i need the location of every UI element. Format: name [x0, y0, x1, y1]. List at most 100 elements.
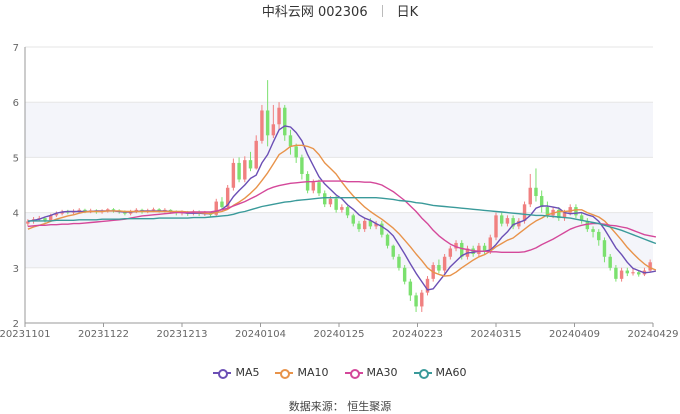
y-tick-label: 4	[13, 209, 19, 220]
candle-body	[111, 209, 116, 211]
candle-body	[408, 281, 413, 296]
candle	[494, 212, 498, 241]
candle-body	[528, 187, 532, 205]
candle-body	[385, 234, 390, 246]
moving-average-lines	[27, 125, 657, 291]
candle-body	[494, 215, 498, 238]
x-tick-label: 20231101	[0, 329, 50, 340]
candle-body	[460, 242, 464, 257]
candle-body	[334, 198, 338, 210]
candle	[631, 268, 635, 276]
candle-body	[243, 160, 247, 180]
candle-body	[374, 223, 378, 227]
candle	[539, 190, 544, 213]
legend: MA5 MA10 MA30 MA60	[0, 366, 680, 379]
candle-body	[220, 201, 224, 208]
candle	[511, 215, 515, 230]
candle	[648, 259, 652, 273]
candle-body	[311, 182, 316, 191]
candle	[334, 196, 338, 213]
candle-body	[231, 162, 236, 188]
candle	[442, 254, 447, 274]
candle	[288, 129, 293, 155]
legend-item-ma5[interactable]: MA5	[213, 366, 259, 379]
candle-body	[265, 110, 270, 136]
candle-body	[477, 245, 481, 254]
candle-body	[106, 209, 110, 211]
candle	[271, 104, 276, 139]
candle	[414, 292, 418, 312]
candle	[402, 265, 407, 285]
candle	[625, 267, 630, 277]
legend-item-ma60[interactable]: MA60	[413, 366, 467, 379]
candle-body	[505, 218, 510, 224]
candle	[517, 218, 521, 230]
candle	[294, 143, 298, 163]
candle	[237, 157, 241, 183]
candle-body	[631, 272, 635, 274]
candle-body	[271, 124, 276, 136]
candle-body	[437, 265, 441, 271]
candle	[454, 240, 458, 252]
candle-body	[254, 140, 258, 169]
chart-title: 中科云网 002306 日K	[0, 3, 680, 23]
x-tick-label: 20240223	[392, 329, 443, 340]
candle	[357, 220, 361, 232]
legend-swatch-ma5	[213, 368, 232, 379]
x-axis: 20231101 20231122 20231213 20240104 20240125…	[0, 322, 678, 340]
candle-body	[340, 207, 344, 210]
candle-body	[482, 245, 487, 252]
title-separator	[381, 5, 383, 17]
candle	[277, 102, 281, 130]
legend-item-ma30[interactable]: MA30	[344, 366, 398, 379]
candle-body	[26, 221, 30, 224]
legend-swatch-ma10	[275, 368, 294, 379]
legend-swatch-ma60	[413, 368, 432, 379]
candle	[340, 204, 344, 213]
legend-item-ma10[interactable]: MA10	[275, 366, 329, 379]
x-tick-label: 20231213	[157, 329, 208, 340]
candle	[482, 242, 487, 254]
grid-lines	[25, 46, 653, 324]
candle	[26, 219, 30, 227]
candle	[345, 205, 350, 219]
candle	[380, 220, 384, 238]
candle	[362, 218, 367, 232]
candle-body	[568, 207, 572, 213]
candle-body	[591, 229, 595, 232]
candle-body	[557, 209, 561, 219]
candle-body	[351, 215, 355, 224]
candle-body	[614, 267, 618, 279]
candle	[477, 242, 481, 257]
candle	[374, 220, 378, 230]
candle	[608, 254, 612, 271]
candle	[283, 104, 287, 141]
candle	[391, 244, 395, 260]
candle-body	[425, 278, 430, 293]
candle-body	[368, 220, 373, 227]
candle	[585, 218, 590, 232]
candle-body	[608, 256, 612, 268]
period-label: 日K	[396, 5, 419, 20]
candle-body	[602, 240, 607, 257]
candle	[134, 208, 139, 214]
candle-body	[597, 231, 601, 241]
candle	[579, 212, 584, 224]
candle-body	[454, 242, 458, 249]
candle-body	[225, 187, 230, 208]
candle	[557, 207, 561, 221]
candle-body	[134, 209, 139, 212]
candle	[574, 204, 578, 219]
candle-body	[585, 220, 590, 230]
candle	[265, 80, 270, 147]
candle	[528, 173, 532, 208]
candle	[300, 154, 304, 180]
x-tick-label: 20240409	[549, 329, 600, 340]
candle-body	[83, 209, 87, 212]
x-tick-label: 20231122	[78, 329, 129, 340]
legend-swatch-ma30	[344, 368, 363, 379]
candle-body	[328, 198, 333, 205]
candle	[425, 276, 430, 296]
y-axis: 2 3 4 5 6 7	[13, 43, 26, 330]
